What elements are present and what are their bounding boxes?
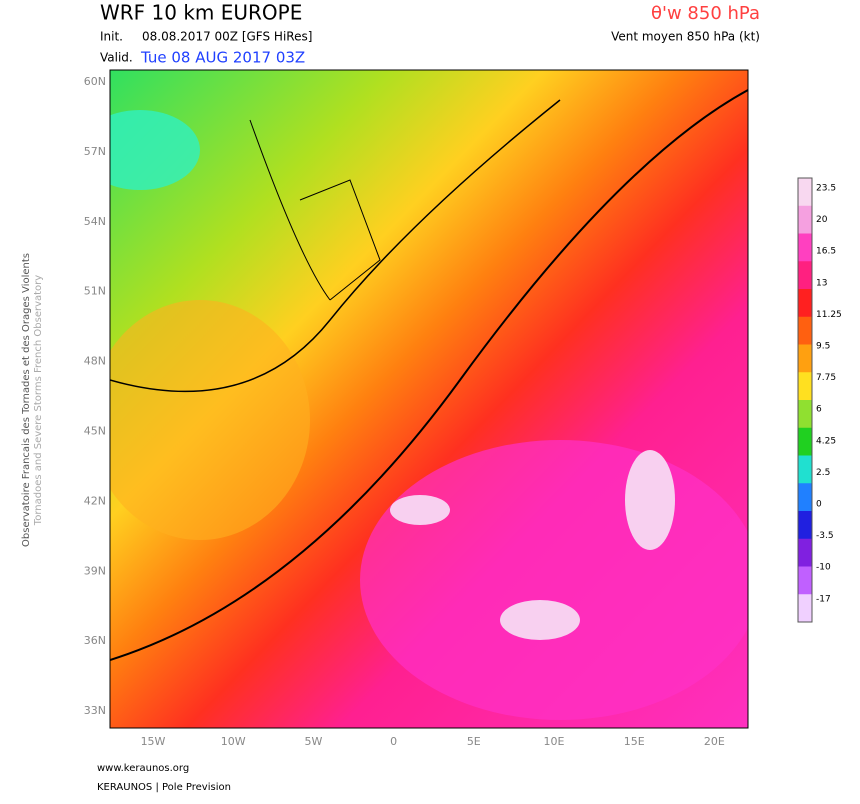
colorbar-swatch: [798, 511, 812, 540]
colorbar-label: 11.25: [816, 310, 842, 320]
lon-label: 20E: [704, 735, 725, 748]
footer-credit: KERAUNOS | Pole Prevision: [97, 782, 231, 793]
side-text: Observatoire Francais des Tornades et de…: [21, 253, 32, 547]
colorbar-label: 7.75: [816, 373, 836, 383]
lat-labels: 60N 57N 54N 51N 48N 45N 42N 39N 36N 33N: [84, 75, 106, 717]
colorbar-swatch: [798, 566, 812, 595]
colorbar-label: -10: [816, 563, 831, 573]
lon-label: 15W: [141, 735, 166, 748]
lon-label: 0: [390, 735, 397, 748]
contour: [110, 99, 561, 393]
colorbar-swatch: [798, 261, 812, 290]
footer-url: www.keraunos.org: [97, 763, 189, 774]
colorbar-label: 2.5: [816, 468, 830, 478]
colorbar-label: 4.25: [816, 436, 836, 446]
side-text: Tornadoes and Severe Storms French Obser…: [33, 275, 44, 526]
contour: [110, 89, 748, 661]
lon-label: 5E: [467, 735, 481, 748]
colorbar-swatch: [798, 344, 812, 373]
colorbar-swatch: [798, 372, 812, 401]
field-blob: [390, 495, 450, 525]
colorbar-label: 9.5: [816, 342, 830, 352]
lat-label: 39N: [84, 564, 106, 577]
field-blob: [625, 450, 675, 550]
lat-label: 36N: [84, 634, 106, 647]
field-blob: [500, 600, 580, 640]
title: WRF 10 km EUROPE: [100, 1, 302, 25]
colorbar-swatch: [798, 538, 812, 567]
lon-label: 10E: [544, 735, 565, 748]
colorbar-label: 0: [816, 500, 822, 510]
lat-label: 45N: [84, 425, 106, 438]
colorbar-label: 23.5: [816, 184, 836, 194]
colorbar-swatch: [798, 483, 812, 512]
field-blob: [360, 440, 748, 720]
lat-label: 48N: [84, 355, 106, 368]
lat-label: 54N: [84, 215, 106, 228]
lat-label: 51N: [84, 285, 106, 298]
colorbar-swatch: [798, 316, 812, 345]
lon-label: 5W: [304, 735, 322, 748]
map-frame: [109, 69, 749, 729]
colorbar-label: -3.5: [816, 531, 834, 541]
colorbar-swatch: [798, 205, 812, 234]
colorbar-label: -17: [816, 594, 831, 604]
valid-label: Valid.: [100, 51, 133, 65]
colorbar-label: 16.5: [816, 247, 836, 257]
colorbar-label: 6: [816, 405, 822, 415]
colorbar-swatch: [798, 233, 812, 262]
colorbar-swatch: [798, 178, 812, 207]
map: [110, 70, 748, 728]
field-blob: [110, 300, 310, 540]
lon-label: 10W: [221, 735, 246, 748]
lat-label: 33N: [84, 704, 106, 717]
init: 08.08.2017 00Z [GFS HiRes]: [142, 30, 312, 44]
wind-label: Vent moyen 850 hPa (kt): [611, 30, 760, 44]
colorbar-label: 20: [816, 215, 828, 225]
lon-labels: 15W 10W 5W 0 5E 10E 15E 20E: [141, 735, 725, 748]
colorbar-swatch: [798, 594, 812, 623]
field-blob: [110, 110, 200, 190]
valid: Tue 08 AUG 2017 03Z: [140, 49, 305, 67]
colorbar-swatch: [798, 427, 812, 456]
lat-label: 57N: [84, 145, 106, 158]
colorbar-swatch: [798, 289, 812, 318]
init-label: Init.: [100, 30, 123, 44]
colorbar-label: 13: [816, 278, 827, 288]
colorbar-swatch: [798, 455, 812, 484]
parameter: θ'w 850 hPa: [651, 3, 760, 24]
coastline: [249, 119, 381, 301]
lat-label: 42N: [84, 494, 106, 507]
lat-label: 60N: [84, 75, 106, 88]
colorbar-swatch: [798, 400, 812, 429]
colorbar-frame: [797, 177, 813, 623]
lon-label: 15E: [624, 735, 645, 748]
colorbar: 23.5 20 16.5 13 11.25 9.5 7.75 6 4.25 2.5 0 -3.5 -10…: [797, 177, 842, 623]
